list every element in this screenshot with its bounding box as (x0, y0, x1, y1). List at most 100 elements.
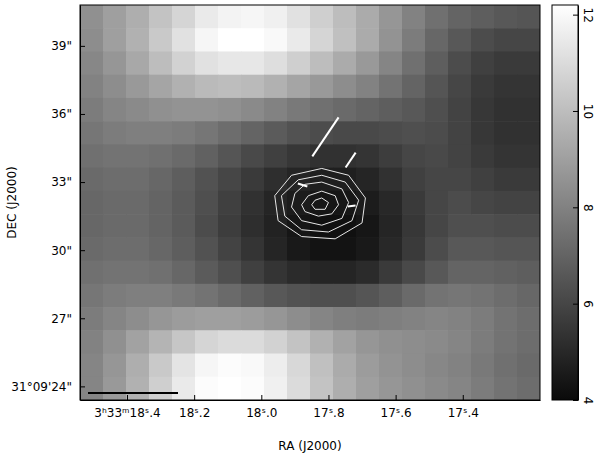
heat-cell (80, 168, 104, 192)
plot-area (80, 5, 540, 400)
heat-cell (218, 354, 242, 378)
heat-cell (517, 377, 540, 400)
colorbar-tick-label: 8 (581, 204, 595, 212)
heat-cell (80, 261, 104, 285)
heat-cell (494, 98, 518, 122)
heat-cell (448, 261, 472, 285)
heat-cell (333, 5, 357, 29)
heat-cell (103, 75, 127, 99)
heat-cell (379, 377, 403, 400)
heat-cell (402, 98, 426, 122)
heat-cell (448, 98, 472, 122)
heat-cell (126, 75, 150, 99)
heat-cell (402, 28, 426, 52)
heat-cell (471, 284, 495, 308)
y-tick: 31°09'24" (11, 380, 85, 394)
heat-cell (80, 98, 104, 122)
heat-cell (218, 377, 242, 400)
heat-cell (241, 307, 265, 331)
heat-cell (471, 261, 495, 285)
heat-cell (425, 330, 449, 354)
heat-cell (402, 121, 426, 145)
contour (275, 168, 366, 238)
heat-cell (218, 5, 242, 29)
colorbar-axis: 4681012 (573, 6, 595, 405)
heat-cell (448, 354, 472, 378)
heat-cell (195, 354, 219, 378)
x-axis-title: RA (J2000) (278, 439, 341, 453)
heat-cell (494, 144, 518, 168)
heat-cell (517, 330, 540, 354)
heat-cell (103, 330, 127, 354)
x-tick-mark (396, 395, 397, 400)
heat-cell (310, 28, 334, 52)
y-axis-line (80, 6, 81, 401)
heat-cell (195, 144, 219, 168)
y-tick-label: 30" (51, 244, 72, 258)
heat-cell (172, 261, 196, 285)
heat-cell (195, 284, 219, 308)
x-tick: 17ˢ.8 (313, 395, 344, 420)
heat-cell (448, 144, 472, 168)
heat-cell (241, 144, 265, 168)
heat-cell (425, 121, 449, 145)
y-tick-mark (80, 182, 85, 183)
heat-cell (103, 121, 127, 145)
heat-cell (172, 354, 196, 378)
heat-cell (287, 98, 311, 122)
heat-cell (218, 98, 242, 122)
heat-cell (287, 307, 311, 331)
heat-cell (264, 121, 288, 145)
x-tick-mark (463, 395, 464, 400)
heat-cell (241, 214, 265, 238)
heat-cell (264, 75, 288, 99)
heat-cell (241, 284, 265, 308)
heat-cell (264, 261, 288, 285)
heat-cell (494, 354, 518, 378)
heat-cell (425, 144, 449, 168)
heat-cell (264, 377, 288, 400)
heat-cell (402, 214, 426, 238)
heat-cell (103, 5, 127, 29)
heat-cell (379, 237, 403, 261)
heat-cell (494, 377, 518, 400)
colorbar-tick-label: 10 (581, 104, 595, 119)
heat-cell (356, 144, 380, 168)
heat-cell (448, 51, 472, 75)
chart-root: 3ʰ33ᵐ18ˢ.418ˢ.218ˢ.017ˢ.817ˢ.617ˢ.439"36… (0, 0, 598, 462)
heat-cell (172, 75, 196, 99)
heat-cell (149, 168, 173, 192)
x-tick-label: 17ˢ.6 (381, 406, 412, 420)
heat-cell (402, 5, 426, 29)
heat-cell (287, 144, 311, 168)
heat-cell (448, 28, 472, 52)
heat-cell (287, 377, 311, 400)
heat-cell (172, 144, 196, 168)
heat-cell (172, 237, 196, 261)
heat-cell (425, 307, 449, 331)
heat-cell (80, 75, 104, 99)
heat-cell (471, 214, 495, 238)
heat-cell (241, 237, 265, 261)
heat-cell (103, 28, 127, 52)
heat-cell (402, 330, 426, 354)
heat-cell (172, 168, 196, 192)
heat-cell (471, 28, 495, 52)
heat-cell (402, 168, 426, 192)
heat-cell (241, 121, 265, 145)
heat-cell (218, 330, 242, 354)
heat-cell (494, 237, 518, 261)
colorbar-tick-label: 6 (581, 300, 595, 308)
plot-frame (80, 5, 540, 400)
heat-cell (126, 261, 150, 285)
heat-cell (218, 168, 242, 192)
heat-cell (80, 214, 104, 238)
x-tick: 17ˢ.6 (381, 395, 412, 420)
heat-cell (218, 51, 242, 75)
heat-cell (241, 168, 265, 192)
heat-cell (517, 98, 540, 122)
heat-cell (149, 5, 173, 29)
heat-cell (172, 330, 196, 354)
contour (312, 198, 329, 209)
x-tick-label: 17ˢ.4 (448, 406, 479, 420)
